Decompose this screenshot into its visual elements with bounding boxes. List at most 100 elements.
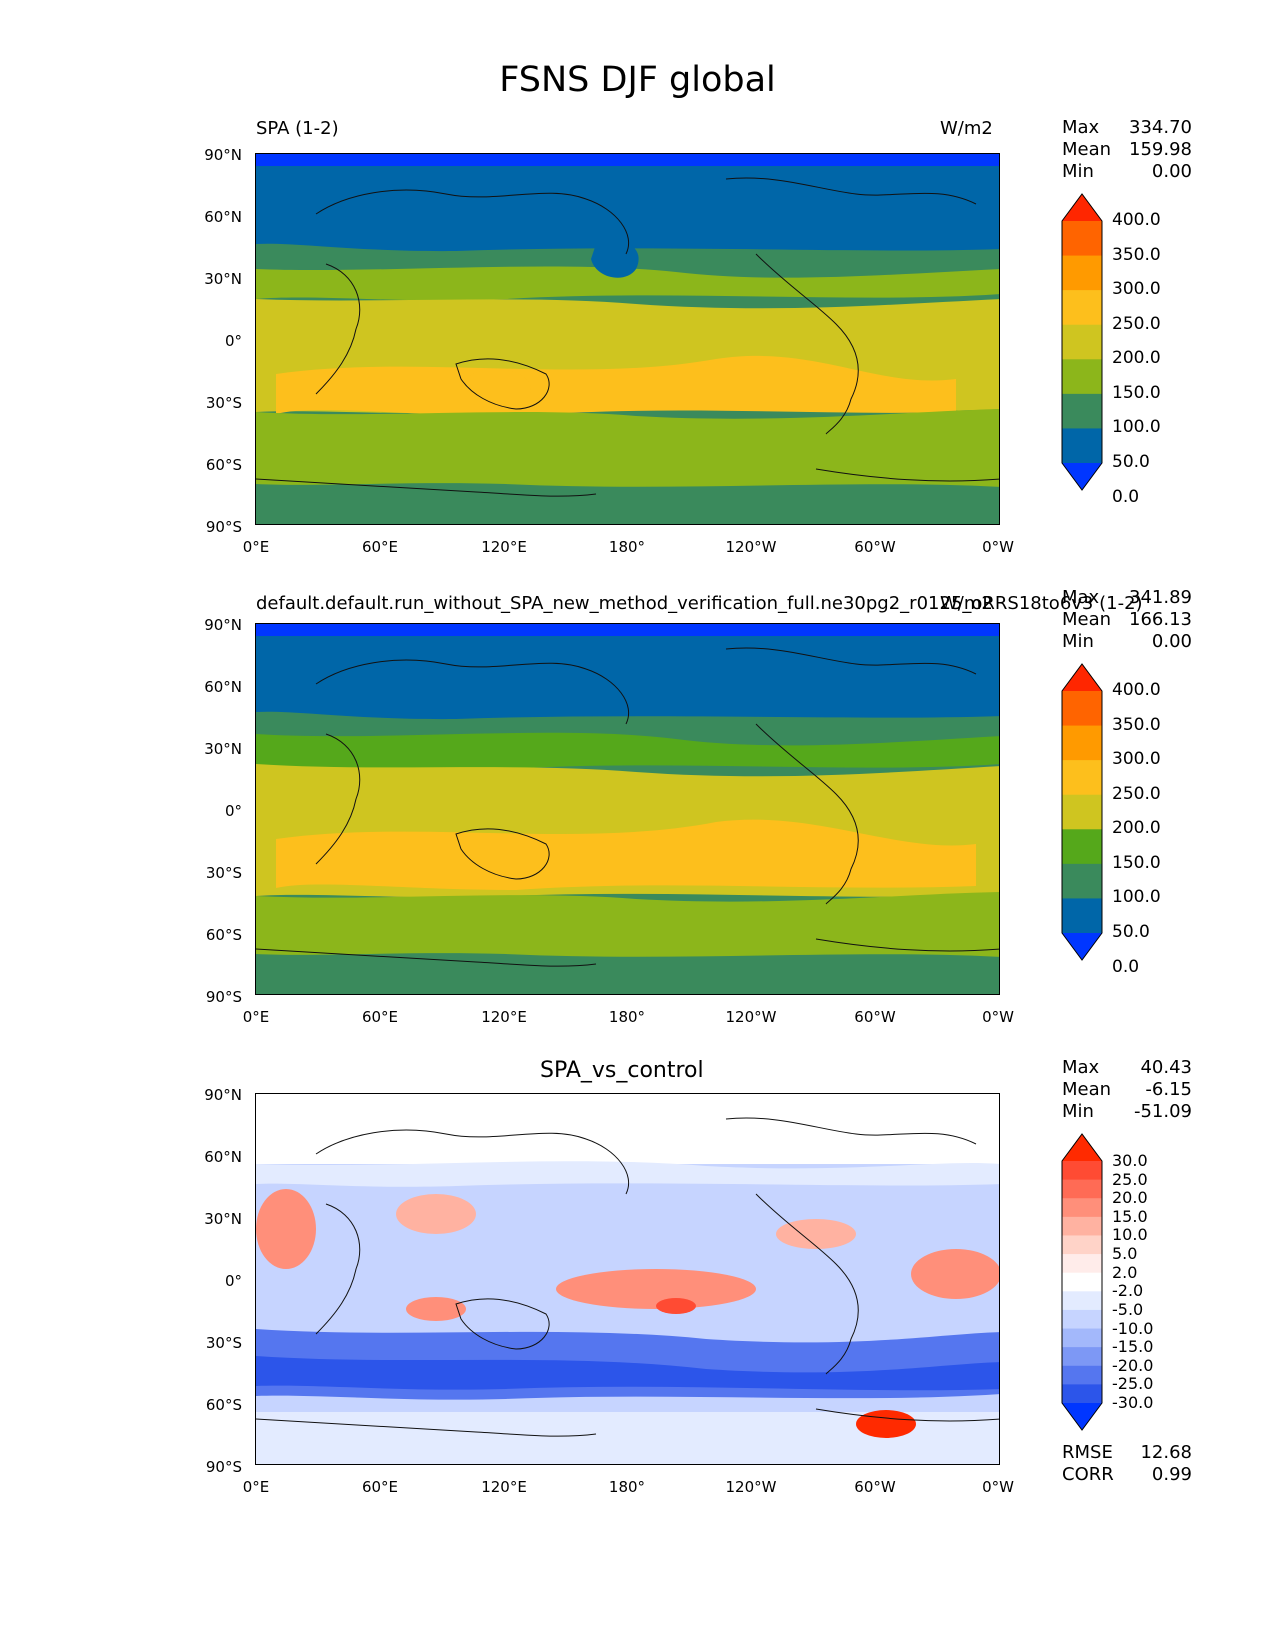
map-plot (255, 623, 1000, 995)
colorbar-tick-label: -5.0 (1112, 1299, 1144, 1319)
colorbar-segment (1062, 1179, 1102, 1199)
stat-label: Mean (1062, 1079, 1112, 1100)
colorbar-tick-label: 250.0 (1112, 313, 1161, 334)
colorbar-tick-label: 10.0 (1112, 1225, 1148, 1245)
stat-label: Max (1062, 117, 1100, 138)
colorbar-tick-label: 0.0 (1112, 956, 1140, 977)
colorbar-extend-min (1062, 933, 1102, 960)
metric-label: CORR (1062, 1464, 1114, 1485)
lat-tick-label: 60°N (204, 678, 242, 696)
colorbar-outline (1061, 663, 1103, 961)
colorbar-tick-label: 400.0 (1112, 680, 1161, 700)
lon-tick-label: 60°W (854, 1478, 896, 1496)
lon-tick-label: 120°W (725, 538, 777, 556)
stat-label: Min (1062, 1101, 1094, 1122)
stat-label: Mean (1062, 609, 1112, 630)
lon-tick-label: 120°E (481, 1008, 527, 1026)
lat-tick-label: 30°S (205, 1334, 242, 1352)
colorbar-tick-label: 50.0 (1112, 922, 1150, 942)
colorbar-segment (1062, 290, 1102, 326)
lon-tick-label: 0°E (242, 1008, 270, 1026)
stat-label: Max (1062, 1057, 1100, 1078)
stats-box: Max 40.43 Mean -6.15 Min -51.09 (1062, 1057, 1192, 1123)
colorbar-segment (1062, 794, 1102, 830)
panel-units: W/m2 (940, 593, 993, 614)
colorbar-segment (1062, 1161, 1102, 1181)
lat-tick-label: 30°N (204, 270, 242, 288)
lat-tick-label: 30°N (204, 1210, 242, 1228)
colorbar-tick-label: 100.0 (1112, 887, 1161, 908)
lat-tick-label: 0° (224, 802, 242, 820)
colorbar-outline (1061, 193, 1103, 491)
colorbar-segment (1062, 691, 1102, 727)
colorbar-extend-max (1062, 664, 1102, 691)
colorbar-segment (1062, 1384, 1102, 1404)
metric-value: 12.68 (1140, 1442, 1192, 1463)
colorbar-segment (1062, 1254, 1102, 1274)
colorbar-tick-label: 200.0 (1112, 348, 1161, 369)
colorbar-tick-label: 25.0 (1112, 1169, 1148, 1189)
stat-label: Min (1062, 631, 1094, 652)
colorbar-segment (1062, 1216, 1102, 1236)
lon-tick-label: 60°W (854, 538, 896, 556)
lat-tick-label: 0° (224, 1272, 242, 1290)
metrics-box: RMSE 12.68 CORR 0.99 (1062, 1442, 1192, 1486)
stat-label: Min (1062, 161, 1094, 182)
colorbar-tick-label: 5.0 (1112, 1244, 1138, 1264)
colorbar-tick-label: -15.0 (1112, 1337, 1154, 1357)
panel-center-title: SPA_vs_control (540, 1058, 704, 1083)
stat-value: 334.70 (1129, 117, 1192, 138)
lon-tick-label: 180° (608, 1008, 646, 1026)
colorbar-segment (1062, 324, 1102, 360)
colorbar-tick-label: 0.0 (1112, 486, 1140, 507)
colorbar-segment (1062, 359, 1102, 395)
lat-tick-label: 60°S (205, 926, 242, 944)
stat-value: 40.43 (1140, 1057, 1192, 1078)
stats-box: Max 334.70 Mean 159.98 Min 0.00 (1062, 117, 1192, 183)
panel-left-title: SPA (1-2) (256, 118, 339, 139)
lon-tick-label: 60°E (361, 1478, 399, 1496)
metric-value: 0.99 (1151, 1464, 1192, 1485)
stat-value: 0.00 (1151, 631, 1192, 652)
lat-tick-label: 90°S (205, 1458, 242, 1476)
lon-tick-label: 120°E (481, 538, 527, 556)
colorbar-tick-label: 2.0 (1112, 1262, 1138, 1282)
colorbar-segment (1062, 1272, 1102, 1292)
lon-tick-label: 0°W (982, 1478, 1014, 1496)
stat-value: 0.00 (1151, 161, 1192, 182)
colorbar-tick-label: 300.0 (1112, 279, 1161, 300)
lon-tick-label: 120°W (725, 1478, 777, 1496)
lat-tick-label: 90°S (205, 988, 242, 1006)
colorbar-extend-max (1062, 1134, 1102, 1161)
colorbar-tick-label: 150.0 (1112, 852, 1161, 873)
colorbar-tick-label: 15.0 (1112, 1206, 1148, 1226)
lat-tick-label: 90°S (205, 518, 242, 536)
lat-tick-label: 60°S (205, 456, 242, 474)
lon-tick-label: 120°E (481, 1478, 527, 1496)
colorbar-tick-label: -10.0 (1112, 1318, 1154, 1338)
colorbar-tick-label: 30.0 (1112, 1151, 1148, 1170)
lat-tick-label: 30°N (204, 740, 242, 758)
colorbar-segment (1062, 1328, 1102, 1348)
colorbar-segment (1062, 829, 1102, 865)
stat-label: Mean (1062, 139, 1112, 160)
colorbar-tick-label: 350.0 (1112, 244, 1161, 265)
field-map (256, 154, 999, 524)
stat-value: 341.89 (1129, 587, 1192, 608)
colorbar-segment (1062, 1309, 1102, 1330)
panel-left-title: default.default.run_without_SPA_new_meth… (256, 593, 1143, 614)
lon-tick-label: 0°W (982, 538, 1014, 556)
colorbar-outline (1061, 1133, 1103, 1431)
lon-tick-label: 180° (608, 1478, 646, 1496)
colorbar-tick-label: 20.0 (1112, 1188, 1148, 1208)
colorbar-tick-label: -2.0 (1112, 1281, 1144, 1301)
colorbar-tick-label: 200.0 (1112, 818, 1161, 839)
colorbar-segment (1062, 898, 1102, 934)
field-map (256, 624, 999, 994)
lat-tick-label: 90°N (204, 1086, 242, 1104)
colorbar-tick-label: -25.0 (1112, 1374, 1154, 1394)
colorbar (1061, 663, 1103, 961)
lat-tick-label: 60°N (204, 208, 242, 226)
colorbar-segment (1062, 760, 1102, 796)
map-plot (255, 153, 1000, 525)
